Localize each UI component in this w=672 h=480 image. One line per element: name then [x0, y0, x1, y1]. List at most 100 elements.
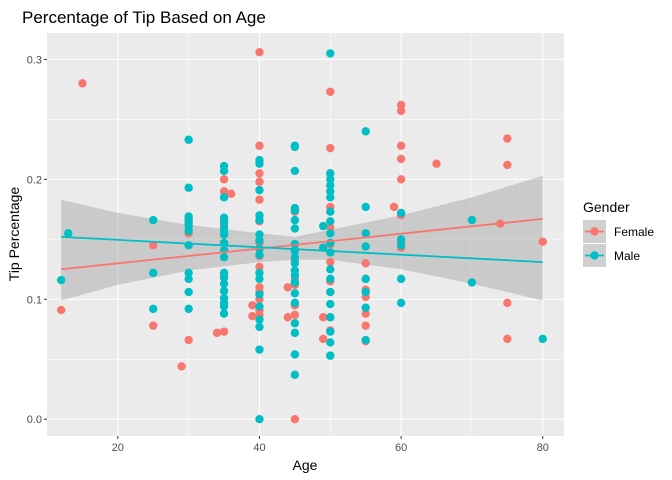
data-point-female [396, 141, 406, 150]
data-point-male [64, 229, 73, 238]
data-point-male [219, 273, 229, 282]
data-point-male [255, 302, 264, 311]
data-point-male [361, 202, 370, 212]
data-point-male [326, 338, 335, 347]
data-point-male [255, 185, 264, 195]
data-point-male [255, 345, 264, 354]
confidence-band [61, 175, 543, 301]
data-point-male [255, 268, 264, 278]
data-point-female [432, 159, 441, 168]
data-point-female [255, 47, 264, 57]
data-point-male [326, 327, 335, 336]
data-point-male [326, 351, 335, 360]
data-points [56, 47, 547, 424]
data-point-male [219, 302, 229, 311]
data-point-male [184, 226, 193, 236]
data-point-male [361, 127, 370, 136]
data-point-male [219, 166, 229, 176]
data-point-female [283, 313, 292, 322]
data-point-male [326, 287, 335, 297]
data-point-male [326, 299, 335, 309]
data-point-male [184, 274, 193, 284]
data-point-female [361, 321, 370, 330]
data-point-female [219, 327, 229, 336]
data-point-male [149, 268, 158, 278]
data-point-female [290, 415, 300, 424]
data-point-male [255, 236, 264, 245]
data-point-female [319, 313, 328, 322]
data-point-male [255, 215, 264, 225]
data-point-male [290, 328, 300, 338]
x-axis: 20 40 60 80 [112, 436, 549, 454]
data-point-male [326, 169, 335, 178]
data-point-male [326, 248, 335, 257]
data-point-male [326, 229, 335, 238]
data-point-male [219, 279, 229, 288]
data-point-male [184, 241, 193, 250]
data-point-male [219, 253, 229, 262]
data-point-male [290, 206, 300, 215]
data-point-male [219, 286, 229, 296]
data-point-male [149, 304, 158, 314]
data-point-male [255, 315, 264, 324]
data-point-male [361, 229, 370, 238]
grid-lines [47, 33, 564, 436]
y-tick-label: 0.1 [27, 294, 42, 306]
data-point-male [396, 208, 406, 218]
data-point-female [255, 141, 264, 150]
data-point-male [396, 274, 406, 284]
data-point-male [290, 166, 300, 176]
data-point-female [326, 87, 335, 96]
x-tick-label: 20 [112, 442, 124, 454]
data-point-male [326, 193, 335, 202]
x-axis-title: Age [293, 457, 318, 473]
data-point-male [326, 313, 335, 322]
x-tick-label: 80 [537, 442, 549, 454]
data-point-female [255, 169, 264, 178]
data-point-female [361, 309, 370, 318]
data-point-female [361, 259, 370, 268]
data-point-female [255, 195, 264, 204]
data-point-female [255, 177, 264, 186]
data-point-male [290, 215, 300, 225]
data-point-male [326, 175, 335, 184]
data-point-female [503, 134, 512, 143]
data-point-male [326, 274, 335, 284]
legend-title: Gender [583, 199, 630, 215]
data-point-male [361, 242, 370, 251]
data-point-male [396, 298, 406, 308]
data-point-male [290, 278, 300, 287]
legend-key-point [590, 251, 599, 260]
data-point-female [396, 154, 406, 164]
data-point-female [219, 187, 229, 196]
data-point-female [389, 202, 399, 212]
data-point-male [184, 268, 193, 278]
data-point-male [326, 265, 335, 274]
data-point-male [290, 142, 300, 152]
data-point-male [255, 159, 264, 168]
data-point-female [503, 334, 512, 344]
data-point-male [396, 241, 406, 250]
data-point-male [255, 274, 264, 284]
data-point-female [219, 175, 229, 184]
data-point-male [538, 334, 547, 344]
data-point-female [283, 283, 292, 292]
data-point-male [255, 230, 264, 239]
data-point-male [219, 193, 229, 202]
data-point-female [503, 160, 512, 170]
y-axis: 0.0 0.1 0.2 0.3 [27, 54, 47, 426]
confidence-band-area [61, 175, 543, 301]
data-point-female [326, 257, 335, 267]
trend-line-male [61, 236, 543, 263]
data-point-male [56, 275, 66, 285]
data-point-male [326, 187, 335, 196]
data-point-male [290, 298, 300, 308]
data-point-female [212, 328, 222, 338]
data-point-male [184, 135, 193, 144]
legend-key-point [590, 227, 599, 236]
data-point-male [184, 287, 193, 297]
data-point-male [149, 215, 158, 225]
data-point-male [184, 304, 193, 314]
legend-label-male: Male [614, 249, 640, 263]
